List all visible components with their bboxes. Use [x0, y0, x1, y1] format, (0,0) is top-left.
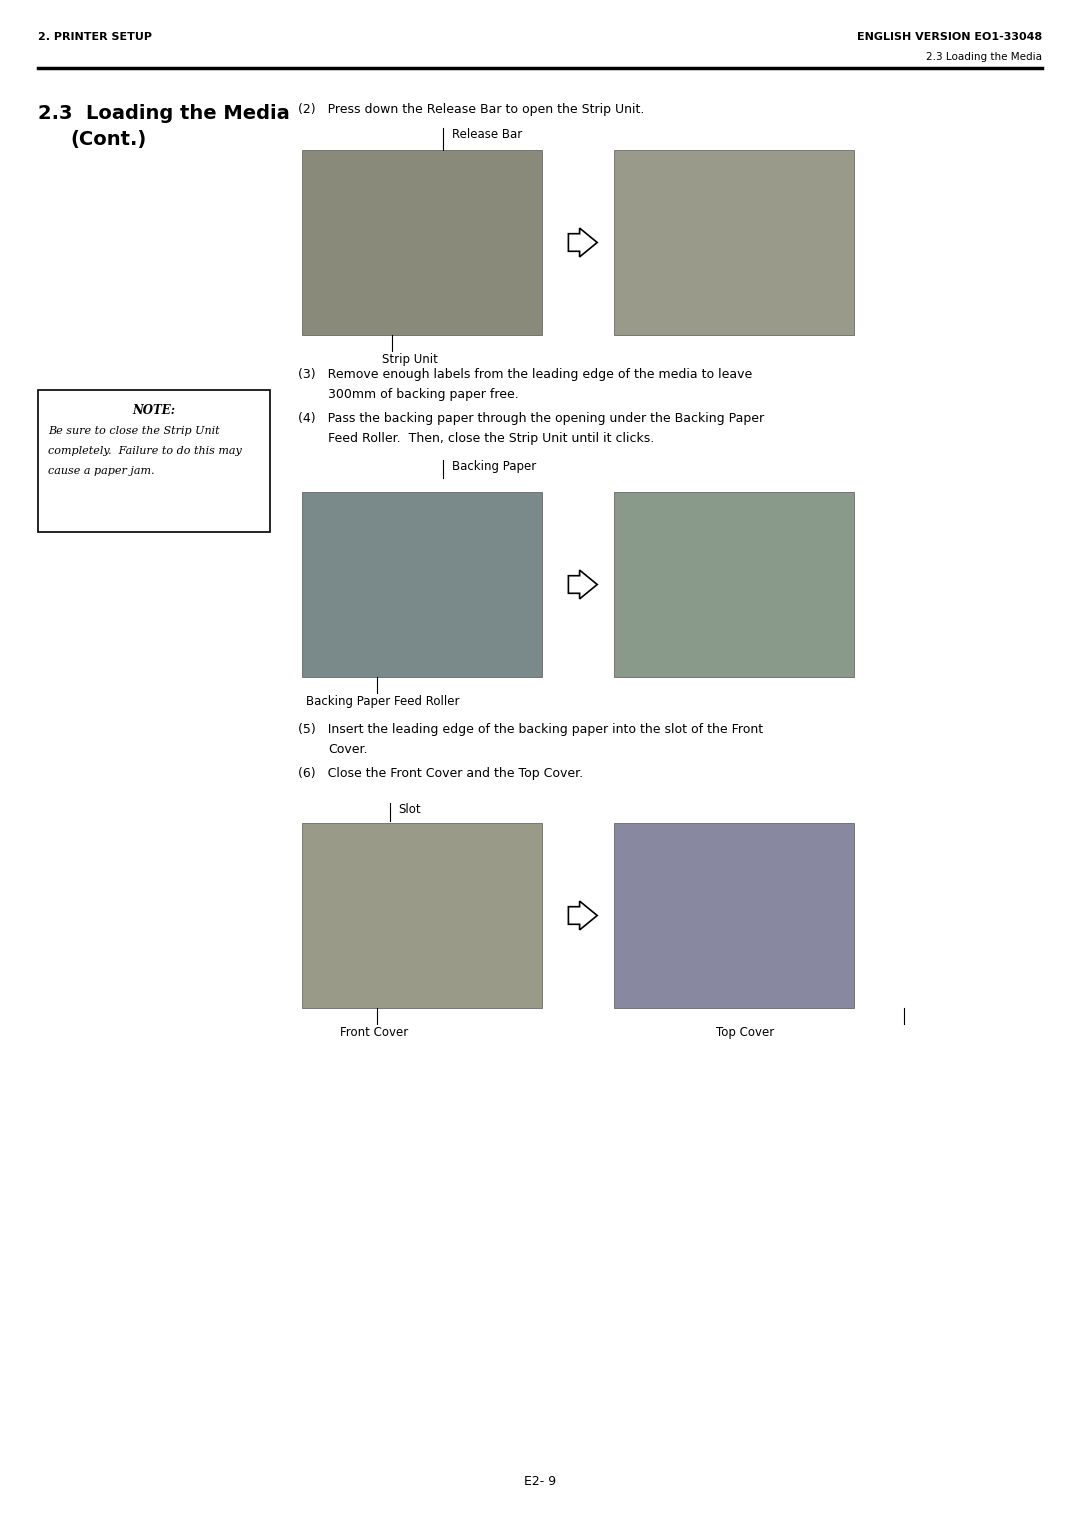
Text: 2.3  Loading the Media: 2.3 Loading the Media	[38, 104, 289, 122]
Text: Backing Paper: Backing Paper	[453, 460, 537, 474]
Bar	[615, 492, 854, 677]
Text: NOTE:: NOTE:	[133, 403, 176, 417]
Text: Strip Unit: Strip Unit	[382, 353, 437, 367]
Text: (6)   Close the Front Cover and the Top Cover.: (6) Close the Front Cover and the Top Co…	[298, 767, 583, 779]
Text: Front Cover: Front Cover	[340, 1025, 408, 1039]
Text: Cover.: Cover.	[328, 743, 367, 756]
Text: ENGLISH VERSION EO1-33048: ENGLISH VERSION EO1-33048	[856, 32, 1042, 41]
Bar	[615, 150, 854, 335]
Bar	[38, 390, 270, 532]
Bar	[302, 824, 542, 1008]
Text: (Cont.): (Cont.)	[70, 130, 146, 150]
FancyArrow shape	[568, 570, 597, 599]
Text: Feed Roller.  Then, close the Strip Unit until it clicks.: Feed Roller. Then, close the Strip Unit …	[328, 432, 654, 445]
Text: (2)   Press down the Release Bar to open the Strip Unit.: (2) Press down the Release Bar to open t…	[298, 102, 645, 116]
Text: Top Cover: Top Cover	[716, 1025, 774, 1039]
Text: cause a paper jam.: cause a paper jam.	[48, 466, 154, 477]
Bar	[302, 150, 542, 335]
Bar	[302, 492, 542, 677]
Text: (4)   Pass the backing paper through the opening under the Backing Paper: (4) Pass the backing paper through the o…	[298, 413, 765, 425]
Text: (3)   Remove enough labels from the leading edge of the media to leave: (3) Remove enough labels from the leadin…	[298, 368, 753, 380]
Text: Release Bar: Release Bar	[453, 128, 523, 141]
Text: Slot: Slot	[399, 804, 420, 816]
Text: 2.3 Loading the Media: 2.3 Loading the Media	[926, 52, 1042, 63]
Text: completely.  Failure to do this may: completely. Failure to do this may	[48, 446, 242, 455]
Bar	[615, 824, 854, 1008]
Text: 300mm of backing paper free.: 300mm of backing paper free.	[328, 388, 518, 400]
Text: Be sure to close the Strip Unit: Be sure to close the Strip Unit	[48, 426, 219, 435]
FancyArrow shape	[568, 228, 597, 257]
Text: E2- 9: E2- 9	[524, 1475, 556, 1488]
Text: (5)   Insert the leading edge of the backing paper into the slot of the Front: (5) Insert the leading edge of the backi…	[298, 723, 764, 736]
Text: Backing Paper Feed Roller: Backing Paper Feed Roller	[306, 695, 459, 707]
FancyArrow shape	[568, 902, 597, 931]
Text: 2. PRINTER SETUP: 2. PRINTER SETUP	[38, 32, 152, 41]
